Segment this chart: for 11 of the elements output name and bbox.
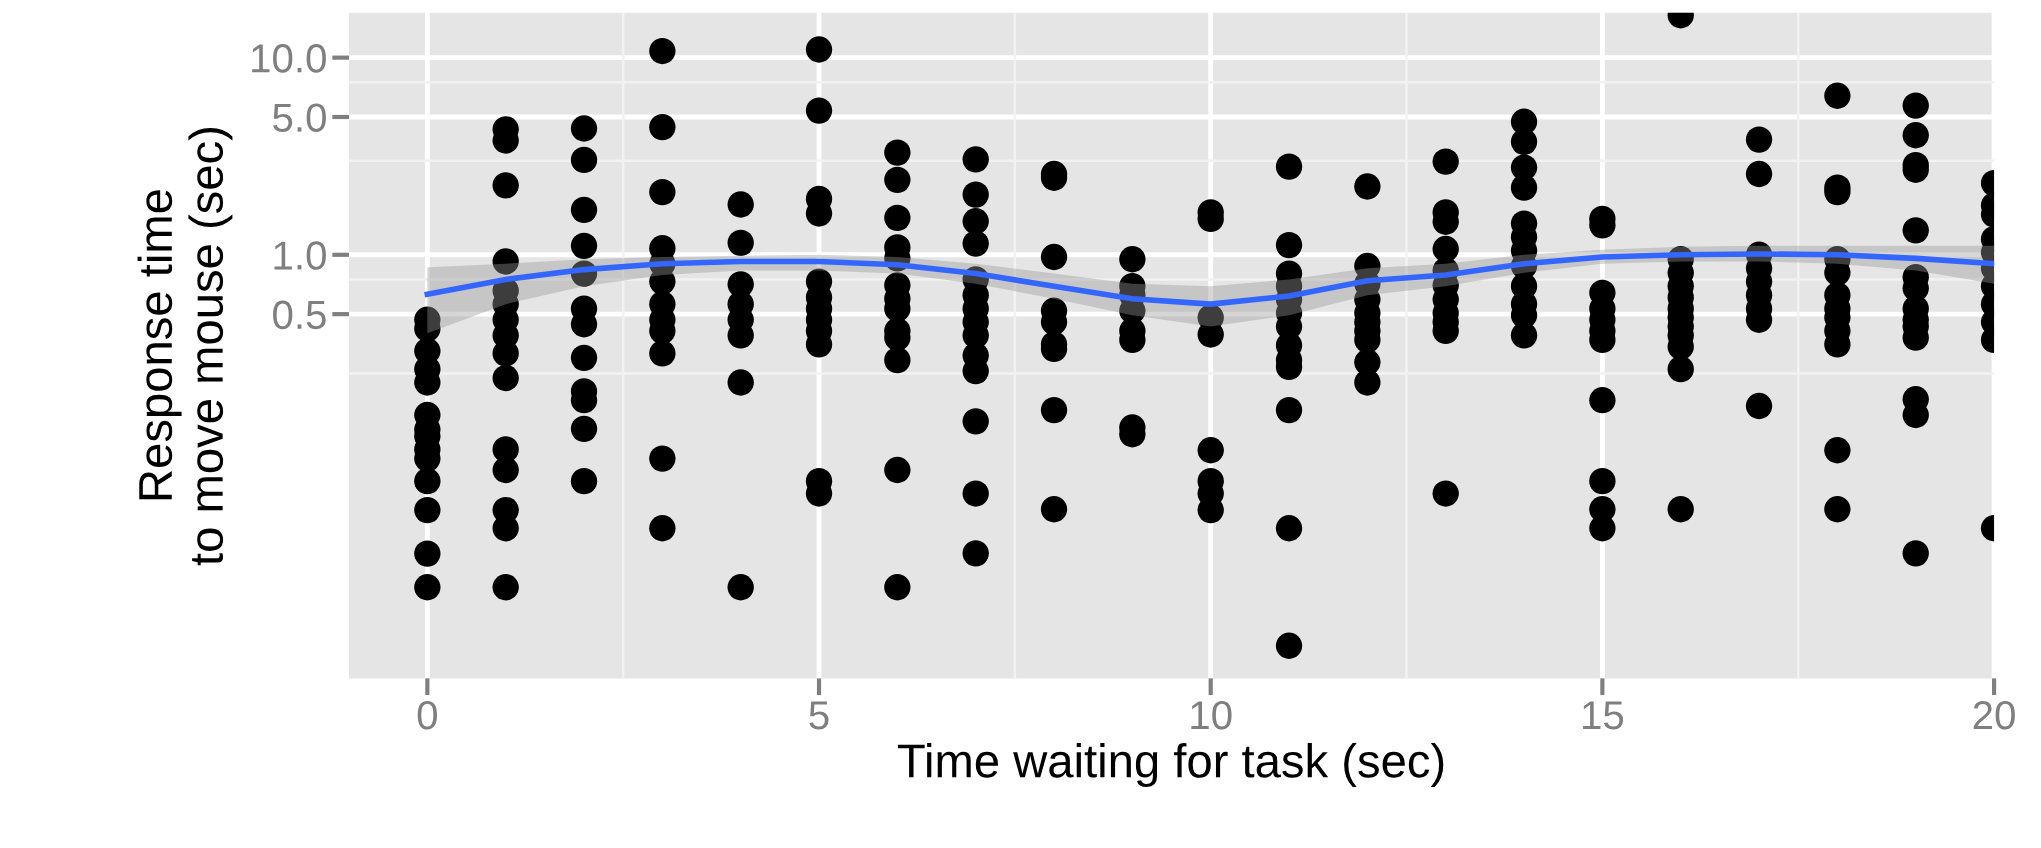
x-tick-label: 5: [809, 701, 829, 730]
x-tick-label: 10: [1191, 700, 1232, 730]
x-tick-label: 20: [1973, 700, 2015, 730]
x-tick-label: 15: [1583, 701, 1624, 730]
y-tick-label: 0.5: [273, 300, 326, 330]
y-tick-label: 5.0: [273, 103, 326, 132]
x-axis-title: Time waiting for task (sec): [897, 743, 1444, 788]
y-tick-label: 10.0: [252, 44, 326, 73]
y-tick-label: 1.0: [274, 241, 326, 270]
y-axis-title: Response time to move mouse (sec): [137, 128, 233, 566]
x-tick-label: 0: [417, 700, 437, 730]
